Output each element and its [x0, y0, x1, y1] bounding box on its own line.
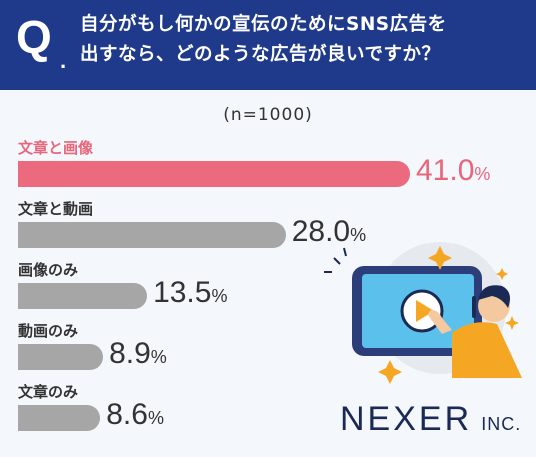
- category-label: 文章のみ: [18, 383, 79, 401]
- bar: [18, 283, 148, 309]
- value-unit: %: [150, 347, 167, 367]
- question-title: 自分がもし何かの宣伝のためにSNS広告を 出すなら、どのような広告が良いですか？: [80, 14, 447, 65]
- value-label: 41.0%: [416, 154, 490, 188]
- value-number: 41.0: [416, 154, 475, 187]
- bar: [18, 405, 101, 431]
- company-logo: NEXER INC.: [340, 400, 530, 439]
- value-unit: %: [474, 164, 491, 184]
- value-label: 13.5%: [153, 276, 227, 310]
- value-number: 13.5: [153, 276, 212, 309]
- q-letter: Q: [16, 11, 52, 63]
- bar: [18, 222, 286, 248]
- question-header: Q . 自分がもし何かの宣伝のためにSNS広告を 出すなら、どのような広告が良い…: [0, 0, 536, 90]
- value-number: 8.9: [109, 337, 151, 370]
- category-label: 画像のみ: [18, 261, 79, 279]
- value-label: 8.6%: [106, 398, 164, 432]
- value-number: 8.6: [106, 398, 148, 431]
- sample-size-note: (n=1000): [223, 105, 313, 125]
- category-label: 文章と画像: [18, 139, 94, 157]
- bar: [18, 161, 410, 187]
- value-number: 28.0: [291, 215, 351, 248]
- category-label: 動画のみ: [18, 322, 79, 340]
- q-dot: .: [60, 48, 67, 73]
- value-unit: %: [211, 286, 228, 306]
- value-label: 28.0%: [292, 215, 366, 249]
- bar: [18, 344, 104, 370]
- category-label: 文章と動画: [18, 200, 94, 218]
- value-unit: %: [147, 408, 164, 428]
- logo-sub: INC.: [481, 414, 522, 434]
- smartphone-video-illustration-icon: [324, 242, 522, 384]
- value-label: 8.9%: [109, 337, 167, 371]
- value-unit: %: [350, 225, 367, 245]
- logo-main: NEXER: [340, 400, 473, 438]
